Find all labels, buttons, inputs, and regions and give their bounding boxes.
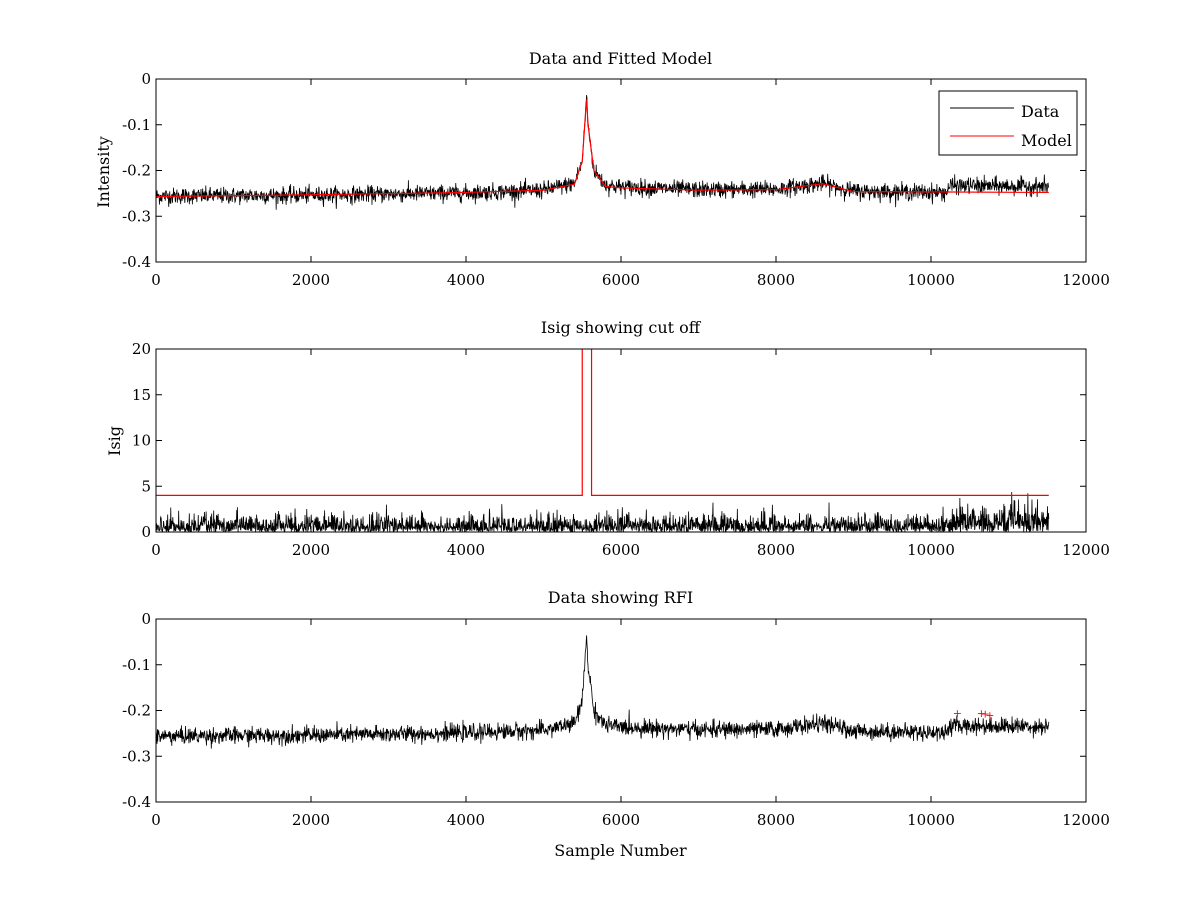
x-axis-label: Sample Number bbox=[554, 841, 687, 860]
y-tick-label: -0.2 bbox=[122, 162, 151, 180]
y-tick-label: 10 bbox=[132, 432, 151, 450]
panel-title: Data and Fitted Model bbox=[529, 49, 712, 68]
y-tick-label: 0 bbox=[141, 523, 151, 541]
x-tick-label: 12000 bbox=[1062, 811, 1110, 829]
y-tick-label: 0 bbox=[141, 610, 151, 628]
rfi-marker: + bbox=[981, 708, 990, 721]
y-tick-label: -0.4 bbox=[122, 253, 151, 271]
x-tick-label: 8000 bbox=[757, 811, 795, 829]
y-tick-label: 5 bbox=[141, 477, 151, 495]
series-cut-off bbox=[156, 349, 1049, 496]
series-group bbox=[156, 349, 1050, 532]
x-tick-label: 4000 bbox=[447, 271, 485, 289]
rfi-marker: + bbox=[977, 707, 986, 720]
x-tick-label: 12000 bbox=[1062, 541, 1110, 559]
x-tick-label: 10000 bbox=[907, 271, 955, 289]
x-tick-label: 2000 bbox=[292, 811, 330, 829]
plot-area bbox=[156, 349, 1050, 532]
axis-ticks: 0 2000 4000 6000 8000 10000 12000 -0.4 -0.3 -0.2 -… bbox=[122, 70, 1110, 289]
axis-ticks: 0 2000 4000 6000 8000 10000 12000 0 5 10 15 20 bbox=[132, 340, 1110, 559]
legend: Data Model bbox=[938, 90, 1078, 156]
series-data bbox=[156, 635, 1050, 749]
x-tick-label: 4000 bbox=[447, 541, 485, 559]
x-tick-label: 8000 bbox=[757, 271, 795, 289]
x-tick-label: 4000 bbox=[447, 811, 485, 829]
rfi-marker: + bbox=[985, 709, 994, 722]
rfi-marker: + bbox=[953, 707, 962, 720]
x-tick-label: 2000 bbox=[292, 271, 330, 289]
panel-data-and-fitted-model: Data and Fitted Model Intensity 0 2000 400… bbox=[94, 49, 1110, 289]
legend-label-model: Model bbox=[1021, 131, 1072, 150]
legend-label-data: Data bbox=[1021, 102, 1060, 121]
series-model bbox=[156, 99, 1049, 198]
panel-title: Data showing RFI bbox=[548, 588, 693, 607]
y-tick-label: -0.1 bbox=[122, 116, 151, 134]
x-tick-label: 2000 bbox=[292, 541, 330, 559]
y-axis-label: Isig bbox=[105, 426, 124, 456]
y-tick-label: 0 bbox=[141, 70, 151, 88]
x-tick-label: 6000 bbox=[602, 811, 640, 829]
x-tick-label: 0 bbox=[151, 811, 161, 829]
x-tick-label: 0 bbox=[151, 541, 161, 559]
panel-title: Isig showing cut off bbox=[541, 318, 702, 337]
y-tick-label: -0.3 bbox=[122, 207, 151, 225]
x-tick-label: 8000 bbox=[757, 541, 795, 559]
plot-area: + +++ bbox=[156, 635, 1050, 749]
x-tick-label: 0 bbox=[151, 271, 161, 289]
x-tick-label: 12000 bbox=[1062, 271, 1110, 289]
y-tick-label: -0.2 bbox=[122, 702, 151, 720]
x-tick-label: 6000 bbox=[602, 271, 640, 289]
y-tick-label: 20 bbox=[132, 340, 151, 358]
x-tick-label: 10000 bbox=[907, 811, 955, 829]
panel-isig-showing-cut-off: Isig showing cut off Isig 0 2000 4000 6000 8… bbox=[105, 318, 1110, 559]
panel-data-showing-rfi: Data showing RFI Sample Number + +++ 0 200… bbox=[122, 588, 1110, 860]
legend-box bbox=[938, 90, 1078, 156]
y-tick-label: -0.3 bbox=[122, 747, 151, 765]
axis-ticks: 0 2000 4000 6000 8000 10000 12000 -0.4 -0.3 -0.2 -… bbox=[122, 610, 1110, 829]
x-tick-label: 10000 bbox=[907, 541, 955, 559]
y-axis-label: Intensity bbox=[94, 136, 113, 208]
series-group: + +++ bbox=[156, 635, 1050, 749]
series-group bbox=[156, 94, 1050, 210]
x-tick-label: 6000 bbox=[602, 541, 640, 559]
plot-area bbox=[156, 94, 1050, 210]
series-isig bbox=[156, 491, 1050, 532]
y-tick-label: 15 bbox=[132, 386, 151, 404]
y-tick-label: -0.4 bbox=[122, 793, 151, 811]
y-tick-label: -0.1 bbox=[122, 656, 151, 674]
